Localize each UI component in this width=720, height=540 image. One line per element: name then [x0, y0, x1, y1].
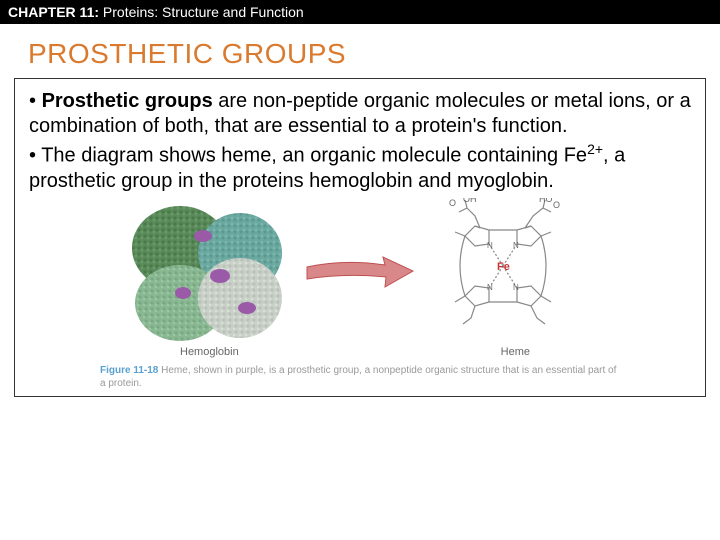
content-box: • Prosthetic groups are non-peptide orga…: [14, 78, 706, 397]
svg-text:Fe: Fe: [497, 261, 510, 273]
svg-text:N: N: [513, 241, 519, 250]
svg-text:N: N: [513, 283, 519, 292]
heme-diagram: N N N N Fe O OH HO O: [425, 198, 595, 348]
page-title: PROSTHETIC GROUPS: [0, 24, 720, 78]
svg-text:N: N: [487, 241, 493, 250]
svg-text:O: O: [449, 198, 456, 208]
figure-caption: Figure 11-18 Heme, shown in purple, is a…: [100, 364, 620, 390]
hemoglobin-diagram: [125, 198, 295, 348]
chapter-subtitle: Proteins: Structure and Function: [103, 4, 304, 20]
figure-row: N N N N Fe O OH HO O: [125, 198, 595, 348]
figure-number: Figure 11-18: [100, 365, 158, 376]
bullet-1: • Prosthetic groups are non-peptide orga…: [29, 89, 691, 139]
chapter-banner: CHAPTER 11: Proteins: Structure and Func…: [0, 0, 720, 24]
figure-caption-text: Heme, shown in purple, is a prosthetic g…: [100, 365, 616, 389]
bullet-2-a: The diagram shows heme, an organic molec…: [41, 145, 587, 167]
bullet-1-term: Prosthetic groups: [42, 90, 213, 112]
svg-text:O: O: [553, 200, 560, 210]
svg-text:OH: OH: [463, 198, 477, 204]
figure-area: N N N N Fe O OH HO O Hemoglobin Heme Fig…: [29, 198, 691, 390]
svg-text:HO: HO: [539, 198, 553, 204]
bullet-2: • The diagram shows heme, an organic mol…: [29, 141, 691, 194]
arrow-icon: [305, 253, 415, 293]
chapter-number: CHAPTER 11:: [8, 4, 99, 20]
svg-text:N: N: [487, 283, 493, 292]
bullet-2-sup: 2+: [587, 141, 603, 157]
